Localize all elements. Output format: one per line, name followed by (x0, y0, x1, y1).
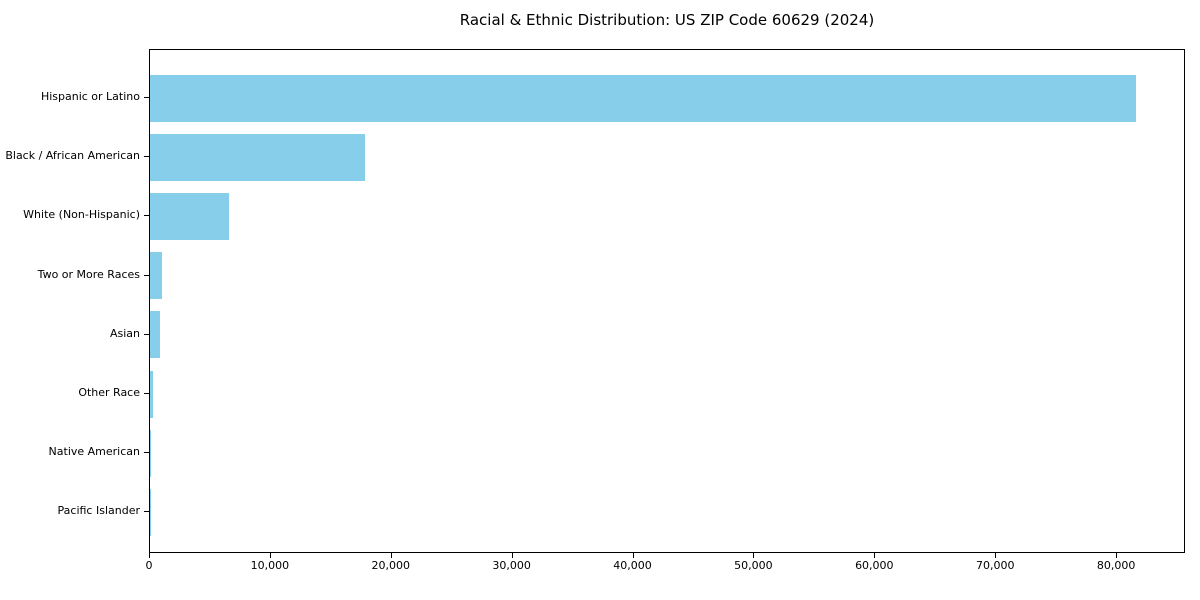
bar-two-or-more-races (150, 252, 163, 300)
x-tick-label-50000: 50,000 (734, 559, 773, 572)
chart-title: Racial & Ethnic Distribution: US ZIP Cod… (459, 11, 875, 29)
x-tick-label-30000: 30,000 (492, 559, 531, 572)
bar-black-african-american (150, 133, 366, 181)
x-tick-mark (632, 553, 634, 558)
x-tick-mark (390, 553, 392, 558)
y-tick-mark (144, 274, 149, 276)
x-tick-label-60000: 60,000 (855, 559, 894, 572)
y-tick-label-black-african-american: Black / African American (5, 149, 140, 163)
plot-area (149, 49, 1185, 553)
x-tick-mark (874, 553, 876, 558)
y-tick-mark (144, 393, 149, 394)
x-tick-label-40000: 40,000 (613, 559, 652, 572)
y-tick-mark (144, 156, 149, 158)
bar-hispanic-or-latino (150, 74, 1137, 122)
y-tick-mark (144, 97, 149, 98)
y-tick-label-two-or-more-races: Two or More Races (37, 267, 140, 281)
y-tick-label-asian: Asian (109, 326, 140, 340)
x-tick-label-80000: 80,000 (1096, 559, 1136, 572)
y-tick-label-pacific-islander: Pacific Islander (57, 504, 140, 518)
x-tick-mark (269, 553, 271, 558)
x-tick-mark (1116, 553, 1118, 558)
x-tick-mark (149, 553, 150, 558)
x-tick-label-70000: 70,000 (975, 559, 1015, 572)
y-tick-mark (144, 452, 149, 454)
x-tick-label-0: 0 (145, 559, 153, 572)
y-tick-mark (144, 333, 149, 335)
y-tick-label-other-race: Other Race (78, 386, 140, 399)
bar-asian (150, 311, 161, 359)
y-tick-mark (144, 215, 149, 217)
y-tick-label-white-non-hispanic: White (Non-Hispanic) (23, 208, 140, 222)
x-tick-label-10000: 10,000 (250, 559, 290, 572)
y-tick-label-native-american: Native American (48, 445, 140, 459)
y-tick-label-hispanic-or-latino: Hispanic or Latino (40, 90, 140, 103)
bar-other-race (150, 370, 154, 418)
x-tick-mark (753, 553, 755, 558)
bar-native-american (150, 429, 151, 477)
x-tick-mark (511, 553, 513, 558)
bar-white-non-hispanic (150, 192, 229, 240)
x-tick-mark (995, 553, 997, 558)
y-tick-mark (144, 511, 149, 513)
x-tick-label-20000: 20,000 (371, 559, 411, 572)
